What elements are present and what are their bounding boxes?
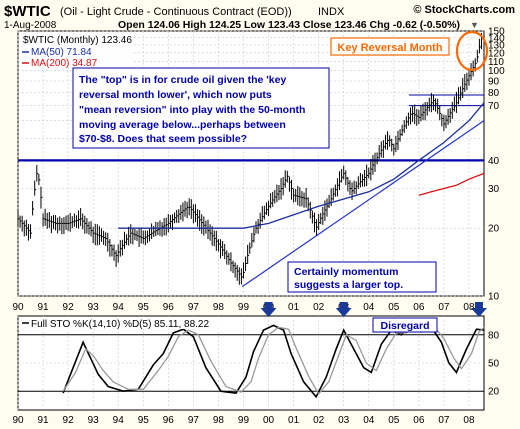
price-x-tick-label: 08 [463, 302, 475, 313]
price-x-tick-label: 97 [188, 302, 200, 313]
sto-x-tick-label: 06 [413, 415, 425, 426]
sto-x-tick-label: 01 [288, 415, 300, 426]
price-x-tick-label: 04 [363, 302, 375, 313]
key-reversal-box [330, 37, 450, 56]
price-y-tick-label: 120 [488, 48, 505, 59]
sto-x-tick-label: 94 [113, 415, 125, 426]
key-reversal-label: Key Reversal Month [337, 42, 442, 54]
ma50-line [118, 102, 485, 229]
sto-y-tick-label: 20 [488, 387, 500, 398]
sto-x-tick-label: 93 [88, 415, 100, 426]
price-x-tick-label: 96 [163, 302, 175, 313]
legend-series: $WTIC (Monthly) 123.46 [23, 35, 132, 46]
price-x-tick-label: 92 [63, 302, 75, 313]
ma200-line [418, 172, 485, 196]
sto-x-axis: 90 91 92 93 94 95 96 97 98 99 00 01 02 03 04 05 06 07 08 [12, 415, 475, 426]
price-x-tick-label: 01 [288, 302, 300, 313]
note-line-5: $70-$8. Does that seem possible? [79, 133, 247, 145]
down-arrow-icon [335, 302, 352, 317]
price-y-tick-label: 30 [488, 184, 500, 195]
sto-gridlines [17, 316, 484, 410]
price-y-tick-label: 40 [488, 156, 500, 167]
price-y-tick-label: 80 [488, 88, 500, 99]
price-y-tick-label: 70 [488, 101, 500, 112]
sto-y-axis: 20 50 80 [488, 330, 500, 397]
price-x-tick-label: 06 [413, 302, 425, 313]
sto-y-tick-label: 80 [488, 330, 500, 341]
quote-date: 1-Aug-2008 [4, 20, 57, 31]
price-x-tick-label: 90 [12, 302, 24, 313]
price-x-tick-label: 95 [138, 302, 150, 313]
note-box [72, 67, 330, 149]
momentum-line-2: suggests a larger top. [294, 279, 403, 291]
note-line-3: "mean reversion" into play with the 50-m… [79, 104, 305, 116]
price-y-tick-label: 20 [488, 224, 500, 235]
disregard-label: Disregard [380, 320, 429, 332]
price-x-tick-label: 93 [88, 302, 100, 313]
sto-x-tick-label: 92 [63, 415, 75, 426]
price-x-tick-label: 94 [113, 302, 125, 313]
price-x-tick-label: 99 [238, 302, 250, 313]
price-y-tick-label: 90 [488, 76, 500, 87]
sto-x-tick-label: 96 [163, 415, 175, 426]
key-reversal-circle [455, 30, 489, 72]
price-x-tick-label: 02 [313, 302, 325, 313]
price-x-tick-label: 07 [438, 302, 450, 313]
sto-x-tick-label: 98 [213, 415, 225, 426]
note-line-1: The "top" is in for crude oil given the … [79, 74, 286, 86]
note-line-4: moving average below...perhaps between [79, 119, 286, 131]
symbol-title: $WTIC [4, 3, 51, 20]
price-y-tick-label: 130 [488, 41, 505, 52]
sto-x-tick-label: 91 [37, 415, 49, 426]
momentum-box [287, 261, 437, 293]
sto-x-tick-label: 99 [238, 415, 250, 426]
sto-legend-box [19, 317, 231, 329]
quote-summary: Open 124.06 High 124.25 Low 123.43 Close… [118, 19, 460, 31]
signal-arrows [260, 302, 487, 317]
down-arrow-icon [470, 302, 487, 317]
sto-x-tick-label: 05 [388, 415, 400, 426]
price-x-tick-label: 05 [388, 302, 400, 313]
price-y-tick-label: 140 [488, 33, 505, 44]
instrument-name: (Oil - Light Crude - Continuous Contract… [60, 6, 292, 18]
momentum-line-1: Certainly momentum [294, 266, 398, 278]
disregard-box [372, 317, 438, 333]
price-y-tick-label: 110 [488, 57, 504, 68]
sto-x-tick-label: 03 [338, 415, 350, 426]
legend-ma200: MA(200) 34.87 [31, 58, 98, 69]
sto-x-tick-label: 97 [188, 415, 200, 426]
exchange-label: INDX [318, 6, 345, 18]
price-y-tick-label: 150 [488, 27, 505, 38]
price-y-tick-label: 10 [488, 292, 500, 303]
moving-averages [118, 102, 485, 229]
sto-x-tick-label: 00 [263, 415, 275, 426]
sto-x-tick-label: 02 [313, 415, 325, 426]
price-bars [17, 32, 483, 285]
legend-ma50: MA(50) 71.84 [31, 47, 92, 58]
copyright: © StockCharts.com [413, 4, 515, 16]
price-x-tick-label: 91 [37, 302, 49, 313]
note-line-2: reversal month lower', which now puts [79, 89, 272, 101]
chg-arrow-icon: ▼ [470, 20, 479, 30]
sto-x-tick-label: 07 [438, 415, 450, 426]
price-x-tick-label: 98 [213, 302, 225, 313]
trendline [241, 120, 485, 288]
sto-legend: Full STO %K(14,10) %D(5) 85.11, 88.22 [31, 319, 209, 330]
sto-x-tick-label: 90 [12, 415, 24, 426]
legend-box [20, 32, 132, 66]
price-y-tick-label: 100 [488, 66, 505, 77]
sto-y-tick-label: 50 [488, 359, 500, 370]
sto-x-tick-label: 04 [363, 415, 375, 426]
down-arrow-icon [260, 302, 277, 317]
sto-x-tick-label: 95 [138, 415, 150, 426]
sto-x-tick-label: 08 [463, 415, 475, 426]
